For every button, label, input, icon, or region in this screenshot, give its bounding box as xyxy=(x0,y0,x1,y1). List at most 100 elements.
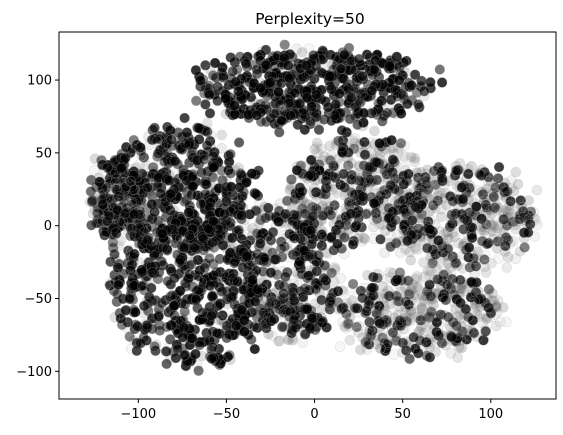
scatter-point xyxy=(316,312,327,323)
scatter-point xyxy=(163,175,175,186)
scatter-point xyxy=(236,210,247,221)
scatter-point xyxy=(444,191,456,202)
scatter-point xyxy=(372,169,384,180)
chart-title: Perplexity=50 xyxy=(255,10,365,28)
scatter-point xyxy=(153,311,164,322)
scatter-point xyxy=(344,334,356,346)
scatter-point xyxy=(200,99,211,110)
scatter-point xyxy=(183,197,195,209)
scatter-point xyxy=(136,264,147,276)
scatter-point xyxy=(241,251,253,262)
scatter-point xyxy=(406,215,418,226)
scatter-point xyxy=(207,237,218,248)
scatter-point xyxy=(317,107,329,119)
scatter-point xyxy=(127,143,138,155)
scatter-point xyxy=(175,254,186,266)
scatter-point xyxy=(169,155,181,167)
scatter-point xyxy=(211,266,222,278)
scatter-point xyxy=(193,134,205,145)
scatter-point xyxy=(352,119,363,130)
scatter-point xyxy=(239,326,250,338)
scatter-point xyxy=(299,124,311,135)
scatter-point xyxy=(189,242,200,253)
scatter-point xyxy=(206,310,217,322)
scatter-point xyxy=(140,275,152,286)
scatter-point xyxy=(445,348,457,359)
scatter-point xyxy=(227,272,238,284)
scatter-point xyxy=(96,155,107,166)
scatter-point xyxy=(322,248,333,259)
scatter-point xyxy=(205,65,216,76)
scatter-point xyxy=(257,277,268,288)
scatter-point xyxy=(395,108,407,119)
x-tick-label: 0 xyxy=(310,407,318,422)
scatter-point xyxy=(425,77,436,88)
y-tick-label: 0 xyxy=(44,219,52,234)
scatter-point xyxy=(247,94,258,106)
scatter-point xyxy=(287,332,299,344)
scatter-point xyxy=(101,182,113,193)
scatter-point xyxy=(122,222,134,233)
scatter-point xyxy=(456,280,468,292)
scatter-point xyxy=(221,172,232,183)
scatter-point xyxy=(136,150,147,161)
scatter-point xyxy=(233,86,244,97)
scatter-point xyxy=(291,43,303,55)
scatter-point xyxy=(190,293,202,305)
scatter-point xyxy=(251,68,263,79)
scatter-point xyxy=(216,129,227,141)
scatter-point xyxy=(201,140,213,151)
scatter-point xyxy=(129,248,140,260)
scatter-point xyxy=(102,162,113,173)
scatter-point xyxy=(132,320,143,332)
scatter-point xyxy=(93,172,105,183)
scatter-point xyxy=(225,52,236,63)
scatter-point xyxy=(190,64,202,76)
scatter-point xyxy=(259,252,271,264)
scatter-point xyxy=(247,223,258,234)
scatter-point xyxy=(454,158,466,169)
scatter-point xyxy=(451,320,462,332)
scatter-point xyxy=(313,302,325,314)
scatter-point xyxy=(473,168,485,179)
scatter-point xyxy=(221,332,233,344)
scatter-point xyxy=(298,245,310,256)
scatter-point xyxy=(203,223,214,234)
scatter-point xyxy=(349,102,361,113)
scatter-point xyxy=(152,148,164,159)
scatter-point xyxy=(346,158,357,169)
scatter-point xyxy=(233,137,245,148)
scatter-point xyxy=(134,159,145,170)
scatter-point xyxy=(505,216,517,228)
scatter-point xyxy=(377,112,389,123)
scatter-point xyxy=(339,49,350,61)
scatter-point xyxy=(346,76,357,88)
scatter-point xyxy=(119,208,131,219)
scatter-point xyxy=(511,204,523,215)
scatter-point xyxy=(304,276,316,288)
y-tick-label: 100 xyxy=(27,74,52,89)
scatter-point xyxy=(329,168,341,179)
scatter-point xyxy=(156,299,168,311)
scatter-point xyxy=(109,311,121,323)
scatter-point xyxy=(180,298,191,310)
scatter-point xyxy=(313,124,325,136)
y-tick-label: −100 xyxy=(16,365,52,380)
scatter-point xyxy=(336,285,348,296)
scatter-point xyxy=(410,201,422,213)
scatter-point xyxy=(164,333,176,345)
scatter-point xyxy=(384,61,396,72)
scatter-point xyxy=(296,47,308,58)
scatter-point xyxy=(514,246,526,257)
scatter-point xyxy=(260,59,272,71)
scatter-point xyxy=(115,313,127,324)
scatter-point xyxy=(169,310,180,321)
scatter-point xyxy=(216,143,227,154)
scatter-point xyxy=(436,77,448,88)
scatter-point xyxy=(303,170,315,182)
scatter-point xyxy=(166,134,177,145)
scatter-point xyxy=(317,285,329,296)
scatter-point xyxy=(240,58,252,69)
scatter-point xyxy=(273,216,284,227)
scatter-point xyxy=(409,152,421,164)
